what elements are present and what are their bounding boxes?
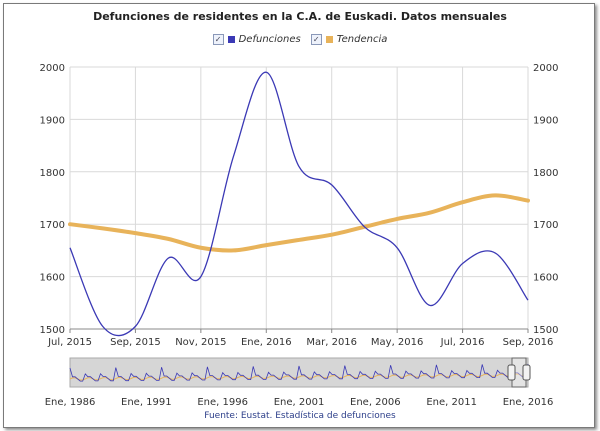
y-tick-label-left-1900: 1900 (40, 115, 65, 126)
data-point-tendencia (362, 225, 366, 229)
data-point-defunciones (166, 256, 170, 260)
y-tick-label-right-1800: 1800 (533, 168, 558, 179)
y-tick-label-left-1500: 1500 (40, 325, 65, 336)
navigator-tick-label: Ene, 2001 (274, 397, 325, 408)
navigator-tick-label: Ene, 1996 (197, 397, 248, 408)
data-point-defunciones (264, 70, 268, 74)
data-point-tendencia (297, 238, 301, 242)
data-point-defunciones (68, 246, 72, 250)
y-tick-label-left-1800: 1800 (40, 168, 65, 179)
series-line-tendencia (68, 193, 530, 253)
source-note: Fuente: Eustat. Estadística de defuncion… (204, 411, 396, 421)
x-tick-label: May, 2016 (371, 337, 423, 348)
legend-item-tendencia[interactable]: ✓ Tendencia (310, 34, 388, 45)
y-tick-label-left-1600: 1600 (40, 273, 65, 284)
navigator-handle-left[interactable] (507, 364, 516, 381)
x-tick-label: Nov, 2015 (175, 337, 226, 348)
data-point-tendencia (133, 231, 137, 235)
data-point-tendencia (199, 246, 203, 250)
legend: ✓ Defunciones ✓ Tendencia (0, 34, 600, 45)
data-point-tendencia (493, 193, 497, 197)
x-tick-label: Sep, 2016 (503, 337, 554, 348)
data-point-tendencia (330, 233, 334, 237)
data-point-tendencia (526, 199, 530, 203)
navigator-tick-label: Ene, 2006 (350, 397, 401, 408)
data-point-tendencia (395, 217, 399, 221)
navigator-background (69, 357, 529, 388)
navigator-tick-label: Ene, 1986 (45, 397, 96, 408)
x-tick-label: Mar, 2016 (306, 337, 357, 348)
navigator-tick-label: Ene, 1991 (121, 397, 172, 408)
navigator-series-overview (69, 363, 529, 382)
legend-label-tendencia: Tendencia (336, 34, 388, 45)
x-tick-label: Jul, 2016 (440, 337, 485, 348)
navigator-tick-label: Ene, 2016 (503, 397, 554, 408)
y-tick-label-right-1900: 1900 (533, 115, 558, 126)
data-point-tendencia (461, 200, 465, 204)
y-tick-label-right-2000: 2000 (533, 63, 558, 74)
data-point-defunciones (232, 154, 236, 158)
data-point-defunciones (526, 298, 530, 302)
data-point-defunciones (297, 165, 301, 169)
data-point-tendencia (428, 211, 432, 215)
data-point-defunciones (330, 183, 334, 187)
data-point-tendencia (232, 248, 236, 252)
y-tick-label-left-2000: 2000 (40, 63, 65, 74)
data-point-tendencia (68, 222, 72, 226)
legend-swatch-defunciones (227, 36, 235, 43)
legend-label-defunciones: Defunciones (238, 34, 301, 45)
data-point-defunciones (133, 324, 137, 328)
data-point-tendencia (101, 226, 105, 230)
legend-item-defunciones[interactable]: ✓ Defunciones (212, 34, 301, 45)
data-point-tendencia (166, 237, 170, 241)
x-tick-label: Ene, 2016 (241, 337, 292, 348)
legend-swatch-tendencia (325, 36, 333, 43)
y-tick-label-right-1500: 1500 (533, 325, 558, 336)
chart-frame (3, 3, 595, 428)
data-point-tendencia (264, 243, 268, 247)
data-point-defunciones (493, 251, 497, 255)
y-tick-label-right-1700: 1700 (533, 220, 558, 231)
data-point-defunciones (428, 303, 432, 307)
navigator-handle-right[interactable] (522, 364, 531, 381)
data-point-defunciones (461, 262, 465, 266)
legend-checkbox-defunciones[interactable]: ✓ (212, 34, 224, 45)
legend-checkbox-tendencia[interactable]: ✓ (310, 34, 322, 45)
y-tick-label-left-1700: 1700 (40, 220, 65, 231)
data-point-defunciones (199, 275, 203, 279)
navigator-tick-label: Ene, 2011 (426, 397, 477, 408)
series-line-defunciones (69, 71, 529, 337)
data-point-defunciones (395, 246, 399, 250)
x-tick-label: Sep, 2015 (110, 337, 161, 348)
data-point-defunciones (101, 324, 105, 328)
x-tick-label: Jul, 2015 (47, 337, 92, 348)
navigator-trend-overview (69, 373, 529, 381)
y-tick-label-right-1600: 1600 (533, 273, 558, 284)
chart-title: Defunciones de residentes en la C.A. de … (93, 10, 507, 23)
